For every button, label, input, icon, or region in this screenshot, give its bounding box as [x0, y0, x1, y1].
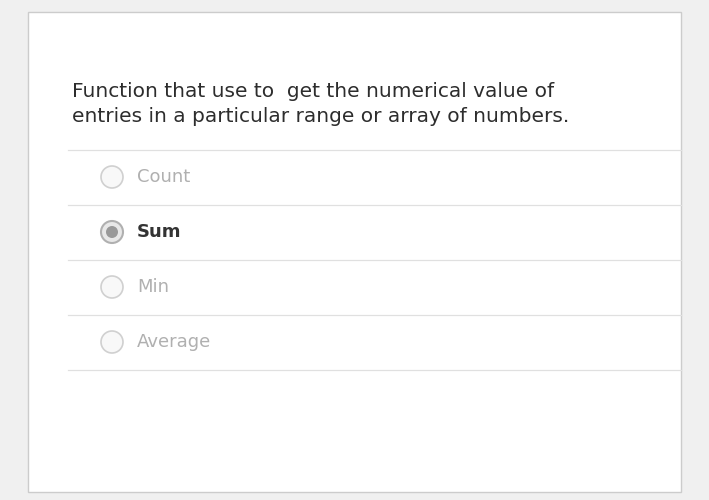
Text: Sum: Sum [137, 223, 182, 241]
FancyBboxPatch shape [28, 12, 681, 492]
Circle shape [101, 221, 123, 243]
Circle shape [101, 276, 123, 298]
Circle shape [106, 226, 118, 238]
Circle shape [101, 166, 123, 188]
Text: Min: Min [137, 278, 169, 296]
Text: entries in a particular range or array of numbers.: entries in a particular range or array o… [72, 107, 569, 126]
Text: Average: Average [137, 333, 211, 351]
Text: Count: Count [137, 168, 190, 186]
Text: Function that use to  get the numerical value of: Function that use to get the numerical v… [72, 82, 554, 101]
Circle shape [101, 331, 123, 353]
